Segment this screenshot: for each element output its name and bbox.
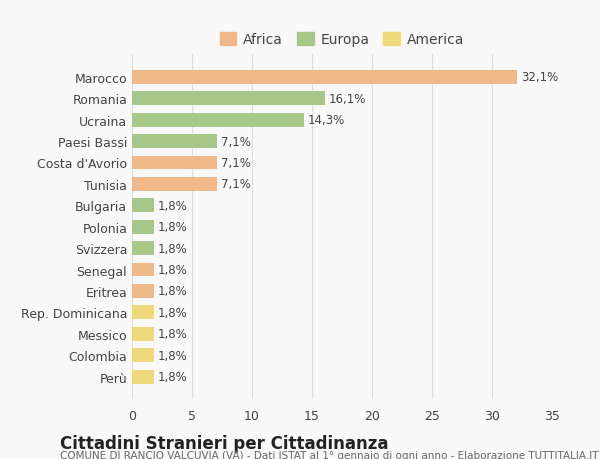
Text: 1,8%: 1,8% bbox=[157, 221, 187, 234]
Text: 1,8%: 1,8% bbox=[157, 328, 187, 341]
Text: 1,8%: 1,8% bbox=[157, 370, 187, 383]
Text: 16,1%: 16,1% bbox=[329, 93, 366, 106]
Bar bbox=[132, 135, 217, 149]
Legend: Africa, Europa, America: Africa, Europa, America bbox=[214, 28, 470, 53]
Bar bbox=[132, 113, 304, 127]
Bar bbox=[132, 284, 154, 298]
Text: 14,3%: 14,3% bbox=[307, 114, 344, 127]
Text: 1,8%: 1,8% bbox=[157, 263, 187, 276]
Text: 7,1%: 7,1% bbox=[221, 157, 251, 170]
Bar bbox=[132, 348, 154, 362]
Bar bbox=[132, 220, 154, 234]
Text: 1,8%: 1,8% bbox=[157, 242, 187, 255]
Text: 1,8%: 1,8% bbox=[157, 199, 187, 213]
Bar bbox=[132, 263, 154, 277]
Bar bbox=[132, 370, 154, 384]
Text: Cittadini Stranieri per Cittadinanza: Cittadini Stranieri per Cittadinanza bbox=[60, 434, 389, 452]
Text: COMUNE DI RANCIO VALCUVIA (VA) - Dati ISTAT al 1° gennaio di ogni anno - Elabora: COMUNE DI RANCIO VALCUVIA (VA) - Dati IS… bbox=[60, 450, 599, 459]
Text: 7,1%: 7,1% bbox=[221, 178, 251, 191]
Text: 1,8%: 1,8% bbox=[157, 306, 187, 319]
Bar bbox=[132, 199, 154, 213]
Bar bbox=[132, 156, 217, 170]
Text: 7,1%: 7,1% bbox=[221, 135, 251, 148]
Text: 1,8%: 1,8% bbox=[157, 285, 187, 298]
Bar bbox=[132, 306, 154, 319]
Bar bbox=[132, 327, 154, 341]
Bar bbox=[132, 71, 517, 84]
Text: 32,1%: 32,1% bbox=[521, 71, 558, 84]
Text: 1,8%: 1,8% bbox=[157, 349, 187, 362]
Bar bbox=[132, 178, 217, 191]
Bar bbox=[132, 92, 325, 106]
Bar bbox=[132, 241, 154, 256]
